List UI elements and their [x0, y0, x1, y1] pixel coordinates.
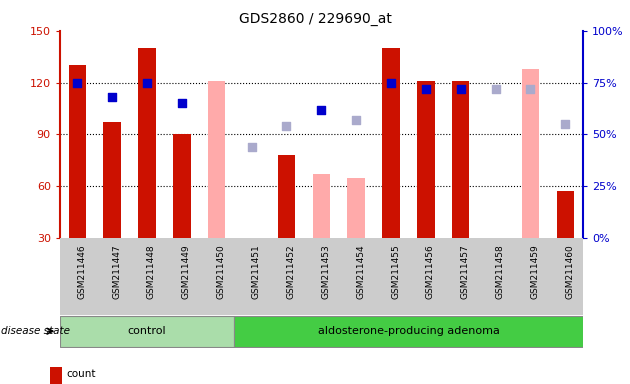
Bar: [382, 48, 399, 238]
Text: disease state: disease state: [1, 326, 71, 336]
Bar: [234, 316, 583, 347]
Point: [525, 86, 536, 92]
Text: GSM211447: GSM211447: [112, 244, 121, 299]
Text: GSM211449: GSM211449: [182, 244, 191, 299]
Point: [107, 94, 117, 100]
Text: GSM211446: GSM211446: [77, 244, 86, 299]
Point: [72, 79, 83, 86]
Bar: [278, 155, 295, 238]
Point: [560, 121, 570, 127]
Bar: [348, 177, 365, 238]
Text: GSM211459: GSM211459: [530, 244, 539, 299]
Text: control: control: [128, 326, 166, 336]
Bar: [139, 48, 156, 238]
Text: GSM211452: GSM211452: [287, 244, 295, 299]
Point: [421, 86, 431, 92]
Bar: [243, 238, 260, 242]
Point: [351, 117, 361, 123]
Text: GSM211455: GSM211455: [391, 244, 400, 299]
Text: GSM211454: GSM211454: [356, 244, 365, 299]
Bar: [103, 122, 121, 238]
Text: GSM211451: GSM211451: [251, 244, 261, 299]
Text: GSM211450: GSM211450: [217, 244, 226, 299]
Bar: [173, 134, 190, 238]
Text: GDS2860 / 229690_at: GDS2860 / 229690_at: [239, 12, 391, 25]
Text: GSM211457: GSM211457: [461, 244, 470, 299]
Text: GSM211448: GSM211448: [147, 244, 156, 299]
Point: [455, 86, 466, 92]
Bar: [208, 81, 226, 238]
Text: GSM211456: GSM211456: [426, 244, 435, 299]
Bar: [60, 316, 234, 347]
Point: [177, 100, 187, 106]
Text: count: count: [66, 369, 96, 379]
Bar: [522, 69, 539, 238]
Point: [316, 106, 326, 113]
Text: GSM211458: GSM211458: [496, 244, 505, 299]
Bar: [69, 65, 86, 238]
Point: [246, 144, 256, 150]
Bar: [557, 191, 574, 238]
Bar: [417, 81, 435, 238]
Bar: [452, 81, 469, 238]
Point: [282, 123, 292, 129]
Point: [386, 79, 396, 86]
Text: GSM211460: GSM211460: [565, 244, 575, 299]
Point: [142, 79, 152, 86]
Text: GSM211453: GSM211453: [321, 244, 330, 299]
Bar: [312, 174, 330, 238]
Text: aldosterone-producing adenoma: aldosterone-producing adenoma: [318, 326, 500, 336]
Point: [491, 86, 501, 92]
